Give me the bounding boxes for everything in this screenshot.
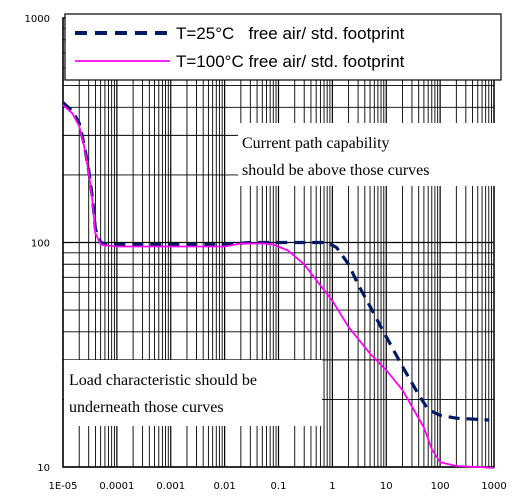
tick-labels: 1E-05 0.0001 0.001 0.01 0.1 1 10 100 1000 10 100 10… bbox=[25, 14, 507, 492]
series-layer bbox=[61, 101, 495, 469]
series-line-25c bbox=[61, 101, 489, 422]
x-tick-label: 0.1 bbox=[271, 481, 287, 492]
y-tick-label: 100 bbox=[31, 239, 50, 250]
legend-label-100c: T=100°C free air/ std. footprint bbox=[176, 52, 405, 71]
legend: T=25°C free air/ std. footprint T=100°C … bbox=[64, 13, 502, 81]
x-tick-label: 100 bbox=[431, 481, 450, 492]
annotation-load-line-2: underneath those curves bbox=[69, 399, 224, 416]
y-tick-label: 1000 bbox=[25, 14, 50, 25]
legend-box bbox=[64, 13, 502, 81]
legend-label-25c: T=25°C free air/ std. footprint bbox=[176, 24, 405, 43]
annotation-load-characteristic: Load characteristic should be underneath… bbox=[64, 360, 322, 426]
y-tick-label: 10 bbox=[37, 463, 50, 474]
annotation-current-path: Current path capability should be above … bbox=[238, 123, 496, 186]
annotation-current-path-line-1: Current path capability bbox=[242, 135, 390, 152]
x-tick-label: 0.0001 bbox=[99, 481, 134, 492]
x-tick-label: 0.001 bbox=[156, 481, 185, 492]
x-tick-label: 0.01 bbox=[213, 481, 235, 492]
annotation-current-path-line-2: should be above those curves bbox=[242, 162, 430, 179]
x-tick-label: 1000 bbox=[481, 481, 506, 492]
x-tick-label: 1E-05 bbox=[48, 481, 77, 492]
annotation-load-line-1: Load characteristic should be bbox=[69, 372, 257, 389]
series-line-100c bbox=[62, 104, 495, 469]
x-tick-label: 1 bbox=[329, 481, 335, 492]
annotation-current-path-box bbox=[238, 123, 496, 186]
annotation-load-characteristic-box bbox=[64, 360, 322, 426]
x-tick-label: 10 bbox=[380, 481, 393, 492]
